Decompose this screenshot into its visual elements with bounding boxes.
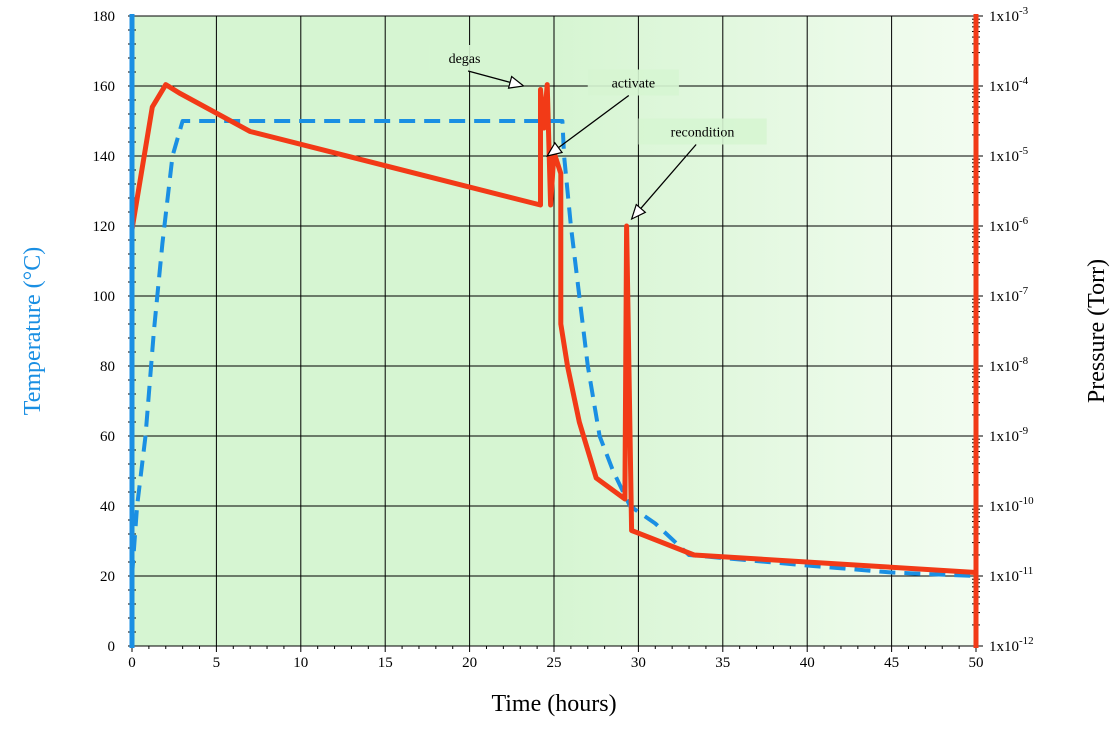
y-left-axis-title: Temperature (°C) bbox=[20, 247, 46, 416]
x-tick-label: 20 bbox=[462, 655, 477, 671]
annotation-arrow-head bbox=[507, 75, 526, 89]
y-right-tick-label: 1x10-7 bbox=[989, 285, 1029, 305]
annotation-label: activate bbox=[612, 77, 656, 92]
y-left-tick-label: 0 bbox=[108, 639, 116, 655]
annotation-label-box bbox=[638, 118, 767, 145]
y-left-tick-label: 140 bbox=[93, 149, 116, 165]
annotation-arrow-head bbox=[546, 141, 564, 157]
x-tick-label: 10 bbox=[293, 655, 308, 671]
x-axis-title: Time (hours) bbox=[491, 691, 616, 717]
x-tick-label: 5 bbox=[213, 655, 221, 671]
y-left-tick-label: 100 bbox=[93, 289, 116, 305]
y-left-tick-label: 80 bbox=[100, 359, 115, 375]
y-right-tick-label: 1x10-8 bbox=[989, 355, 1029, 375]
annotation-degas: degas bbox=[429, 45, 526, 89]
y-right-tick-label: 1x10-10 bbox=[989, 495, 1034, 515]
y-right-tick-label: 1x10-11 bbox=[989, 565, 1033, 585]
annotation-arrow-line bbox=[467, 70, 511, 83]
annotation-label-box bbox=[429, 45, 500, 71]
y-right-tick-label: 1x10-4 bbox=[989, 75, 1029, 95]
x-tick-label: 25 bbox=[547, 655, 562, 671]
y-left-tick-label: 180 bbox=[93, 9, 116, 25]
annotation-label-box bbox=[587, 69, 679, 96]
y-right-tick-label: 1x10-6 bbox=[989, 215, 1029, 235]
x-tick-label: 45 bbox=[884, 655, 899, 671]
x-tick-label: 30 bbox=[631, 655, 646, 671]
x-tick-label: 50 bbox=[969, 655, 984, 671]
x-tick-label: 35 bbox=[715, 655, 730, 671]
y-left-tick-label: 40 bbox=[100, 499, 115, 515]
y-left-tick-label: 60 bbox=[100, 429, 115, 445]
x-tick-labels: 0 5 10 15 20 25 30 35 40 45 50 bbox=[128, 655, 983, 671]
y-right-tick-label: 1x10-9 bbox=[989, 425, 1029, 445]
x-tick-label: 40 bbox=[800, 655, 815, 671]
x-tick-label: 0 bbox=[128, 655, 136, 671]
y-left-tick-label: 120 bbox=[93, 219, 116, 235]
y-right-tick-label: 1x10-3 bbox=[989, 5, 1029, 25]
y-right-axis-title: Pressure (Torr) bbox=[1084, 259, 1110, 403]
annotation-activate: activate bbox=[546, 69, 679, 157]
y-left-tick-label: 160 bbox=[93, 79, 116, 95]
annotation-label: recondition bbox=[671, 126, 735, 141]
annotation-label: degas bbox=[449, 52, 481, 67]
y-right-tick-labels: 1x10-12 1x10-11 1x10-10 1x10-9 1x10-8 1x10-7 1… bbox=[989, 5, 1034, 655]
annotation-arrow-head bbox=[630, 203, 647, 221]
x-tick-label: 15 bbox=[378, 655, 393, 671]
y-left-tick-labels: 0 20 40 60 80 100 120 140 160 180 bbox=[93, 9, 116, 655]
y-left-tick-label: 20 bbox=[100, 569, 115, 585]
annotation-recondition: recondition bbox=[630, 118, 767, 221]
y-right-tick-label: 1x10-12 bbox=[989, 635, 1034, 655]
annotations: degas activate recondition bbox=[429, 45, 767, 221]
y-right-tick-label: 1x10-5 bbox=[989, 145, 1029, 165]
annotation-arrow-line bbox=[558, 94, 630, 149]
annotation-arrow-line bbox=[640, 144, 697, 209]
